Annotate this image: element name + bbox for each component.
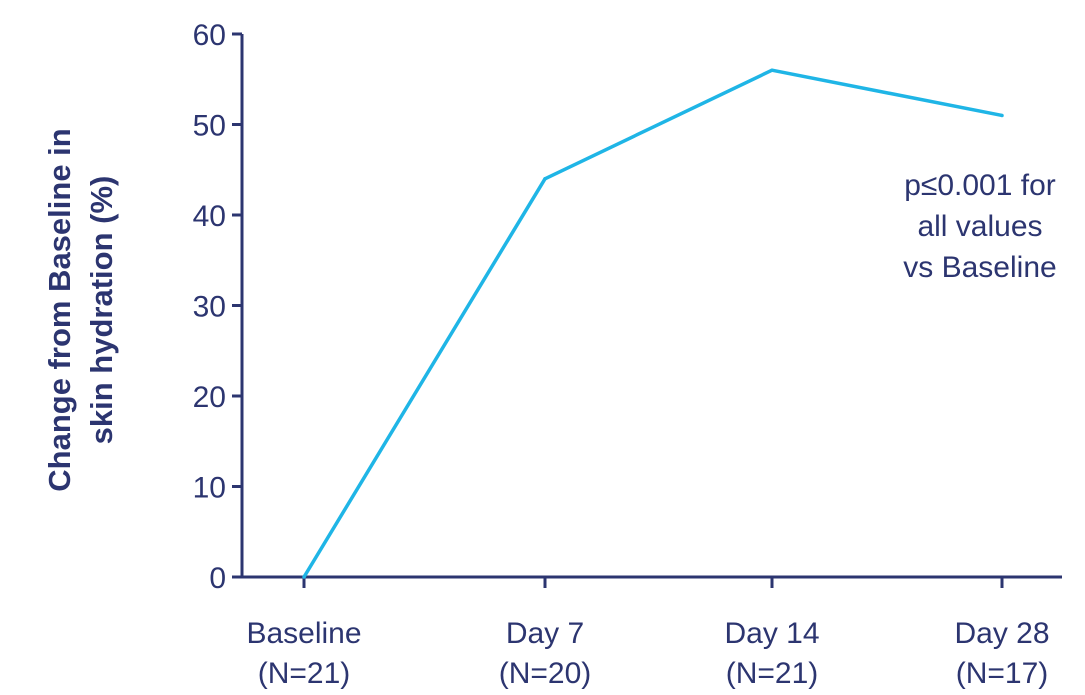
y-tick-label: 20 xyxy=(193,381,226,414)
data-point xyxy=(1000,113,1004,118)
y-tick-label: 30 xyxy=(193,291,226,324)
x-tick-label: Day 28 xyxy=(954,617,1049,650)
y-axis-label: Change from Baseline in skin hydration (… xyxy=(42,128,119,491)
data-point xyxy=(302,575,306,579)
x-tick-sublabel: (N=21) xyxy=(258,657,351,690)
x-axis: Baseline (N=21) Day 7 (N=20) Day 14 (N=21) Day… xyxy=(242,575,1062,690)
y-tick-label: 60 xyxy=(193,19,226,52)
y-tick-label: 0 xyxy=(209,562,226,595)
y-tick-label: 10 xyxy=(193,472,226,505)
data-point xyxy=(770,68,774,72)
data-point xyxy=(543,177,547,181)
annotation-line-2: all values xyxy=(917,210,1042,243)
x-tick-label: Day 14 xyxy=(724,617,819,650)
y-tick-label: 40 xyxy=(193,200,226,233)
significance-annotation: p≤0.001 for all values vs Baseline xyxy=(903,169,1056,284)
x-tick-sublabel: (N=21) xyxy=(726,657,819,690)
x-tick-sublabel: (N=20) xyxy=(499,657,592,690)
series-line xyxy=(302,68,1003,578)
annotation-line-3: vs Baseline xyxy=(903,251,1056,284)
y-axis-label-line-2: skin hydration (%) xyxy=(84,176,119,445)
x-tick-sublabel: (N=17) xyxy=(956,657,1049,690)
y-axis-label-line-1: Change from Baseline in xyxy=(42,128,77,491)
x-tick-label: Day 7 xyxy=(506,617,584,650)
series-group xyxy=(302,68,1004,579)
x-tick-label: Baseline xyxy=(246,617,361,650)
y-tick-label: 50 xyxy=(193,110,226,143)
annotation-line-1: p≤0.001 for xyxy=(904,169,1056,202)
y-axis: 0 10 20 30 40 50 60 xyxy=(193,19,244,595)
